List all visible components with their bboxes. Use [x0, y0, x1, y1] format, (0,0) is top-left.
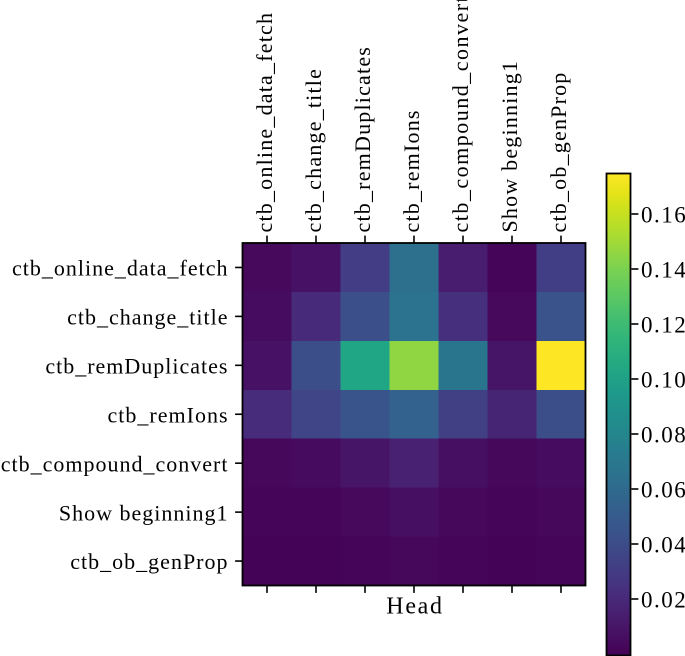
svg-text:0.06: 0.06: [641, 477, 685, 502]
svg-text:0.12: 0.12: [641, 312, 685, 337]
svg-text:ctb_online_data_fetch: ctb_online_data_fetch: [252, 12, 277, 233]
svg-text:ctb_change_title: ctb_change_title: [301, 68, 326, 233]
svg-text:0.14: 0.14: [641, 257, 685, 282]
svg-text:ctb_ob_genProp: ctb_ob_genProp: [546, 71, 571, 232]
svg-text:ctb_remDuplicates: ctb_remDuplicates: [45, 354, 228, 379]
svg-text:0.08: 0.08: [641, 422, 685, 447]
svg-text:0.02: 0.02: [641, 587, 685, 612]
svg-text:0.16: 0.16: [641, 202, 685, 227]
svg-text:ctb_remIons: ctb_remIons: [399, 109, 424, 232]
svg-text:ctb_online_data_fetch: ctb_online_data_fetch: [12, 256, 228, 281]
svg-text:ctb_ob_genProp: ctb_ob_genProp: [70, 549, 228, 574]
svg-text:Show beginning1: Show beginning1: [59, 500, 229, 525]
svg-text:ctb_compound_convert: ctb_compound_convert: [1, 451, 229, 476]
svg-text:ctb_change_title: ctb_change_title: [67, 305, 228, 330]
svg-text:0.04: 0.04: [641, 532, 685, 557]
svg-text:Show beginning1: Show beginning1: [497, 60, 522, 233]
svg-text:ctb_remIons: ctb_remIons: [108, 402, 229, 427]
svg-text:ctb_compound_convert: ctb_compound_convert: [448, 0, 473, 233]
svg-text:ctb_remDuplicates: ctb_remDuplicates: [350, 46, 375, 233]
svg-text:0.10: 0.10: [641, 367, 685, 392]
svg-text:Head: Head: [386, 594, 443, 620]
